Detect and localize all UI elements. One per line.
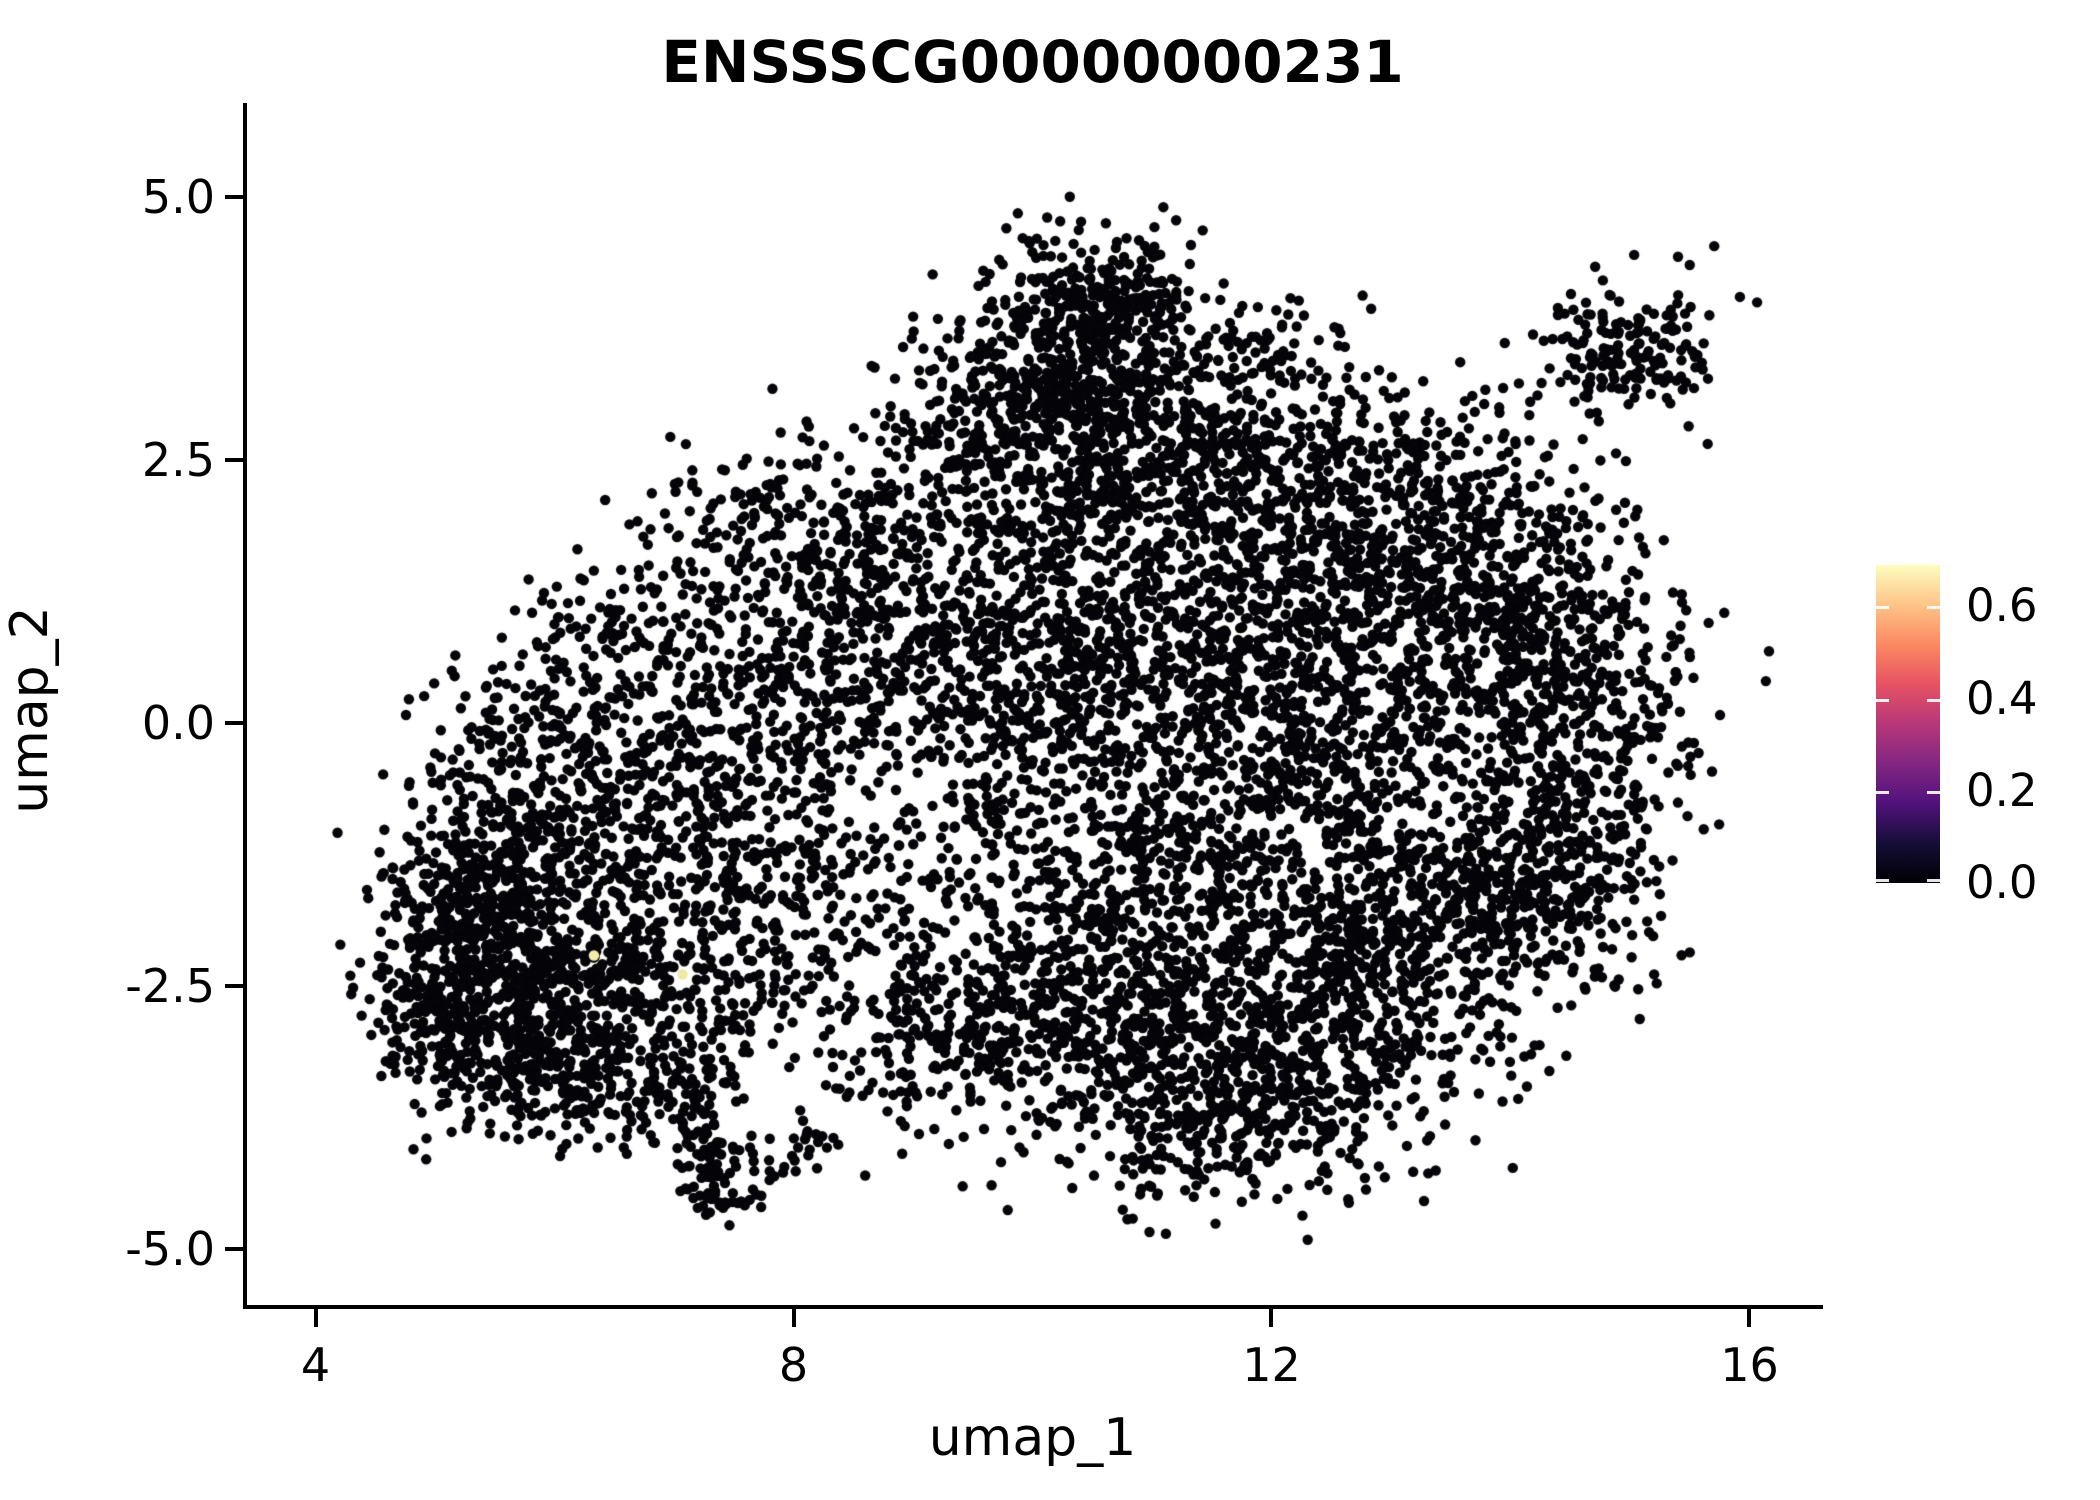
x-axis-tick bbox=[791, 1309, 796, 1327]
y-axis-tick bbox=[225, 1247, 243, 1252]
x-axis-tick bbox=[1747, 1309, 1752, 1327]
colorbar-tick bbox=[1927, 698, 1940, 702]
colorbar-tick-label: 0.2 bbox=[1966, 763, 2038, 817]
y-axis-tick-label: 2.5 bbox=[141, 432, 215, 487]
x-axis-line bbox=[243, 1305, 1823, 1309]
colorbar-tick bbox=[1927, 606, 1940, 610]
colorbar-tick bbox=[1876, 790, 1889, 794]
y-axis-tick-label: 5.0 bbox=[141, 169, 215, 224]
colorbar-gradient bbox=[1876, 565, 1940, 883]
x-axis-tick-label: 8 bbox=[778, 1338, 809, 1392]
colorbar-tick bbox=[1927, 790, 1940, 794]
y-axis-tick bbox=[225, 194, 243, 199]
y-axis-tick bbox=[225, 457, 243, 462]
y-axis-tick bbox=[225, 720, 243, 725]
x-axis-tick bbox=[313, 1309, 318, 1327]
colorbar-tick bbox=[1927, 879, 1940, 882]
y-axis-tick-label: -5.0 bbox=[125, 1222, 215, 1277]
x-axis-title: umap_1 bbox=[928, 1408, 1137, 1468]
colorbar-tick bbox=[1876, 606, 1889, 610]
y-axis-tick bbox=[225, 984, 243, 989]
x-axis-tick-label: 16 bbox=[1720, 1338, 1779, 1392]
colorbar-tick-label: 0.6 bbox=[1966, 579, 2038, 633]
x-axis-tick-label: 4 bbox=[300, 1338, 331, 1392]
y-axis-title: umap_2 bbox=[0, 606, 60, 814]
scatter-plot-canvas bbox=[245, 105, 1820, 1305]
x-axis-tick bbox=[1269, 1309, 1274, 1327]
y-axis-tick-label: -2.5 bbox=[125, 959, 215, 1014]
colorbar-tick bbox=[1876, 698, 1889, 702]
colorbar-tick bbox=[1876, 879, 1889, 882]
x-axis-tick-label: 12 bbox=[1242, 1338, 1301, 1392]
chart-title: ENSSSCG00000000231 bbox=[661, 28, 1404, 96]
y-axis-tick-label: 0.0 bbox=[141, 695, 215, 750]
colorbar-tick-label: 0.4 bbox=[1966, 671, 2038, 725]
colorbar-tick-label: 0.0 bbox=[1966, 856, 2038, 909]
